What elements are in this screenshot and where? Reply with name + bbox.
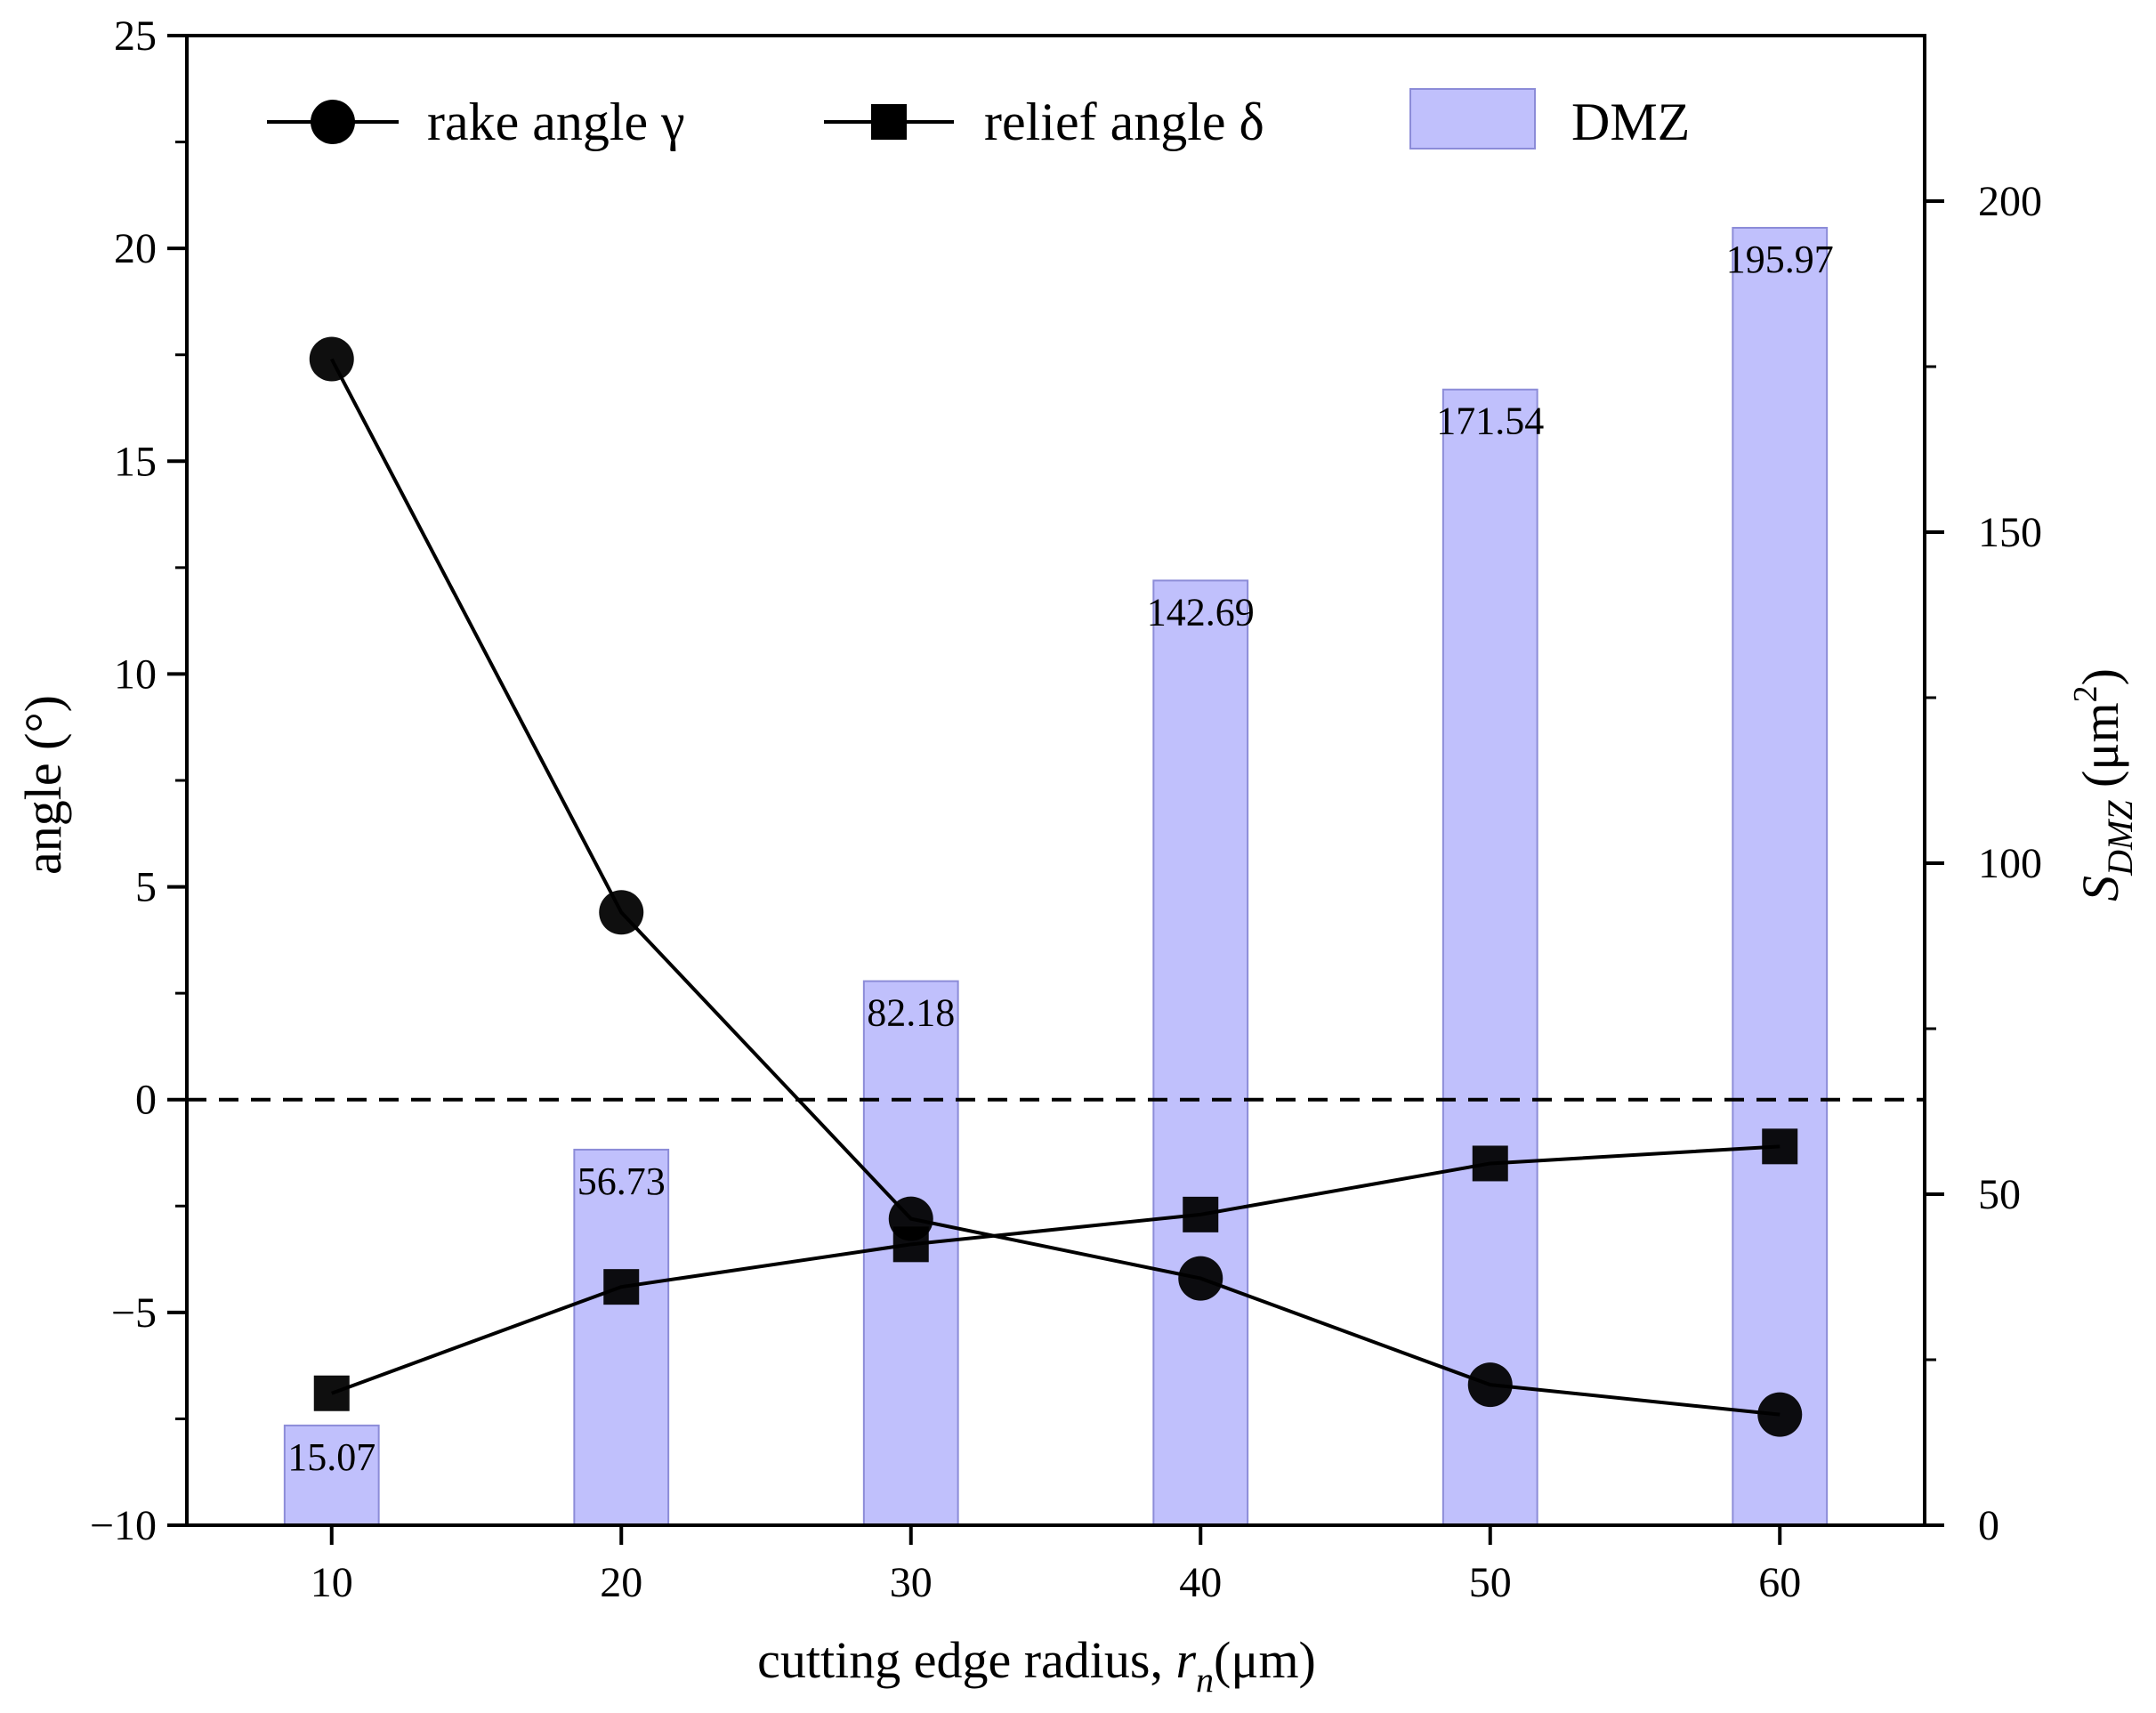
- dmz-bar-label: 195.97: [1726, 238, 1834, 281]
- legend-relief-marker: [871, 104, 907, 140]
- dmz-bar-label: 142.69: [1147, 590, 1255, 634]
- y-axis-right-title-sub: DMZ: [2100, 800, 2140, 877]
- legend-dmz-label: DMZ: [1571, 93, 1690, 151]
- rake-angle-point: [1757, 1392, 1803, 1437]
- y-left-tick-label: −5: [111, 1289, 157, 1337]
- dmz-bar: [1152, 579, 1249, 1527]
- rake-angle-point: [1467, 1362, 1513, 1408]
- axis-tick-labels: −10 −5 0 5 10 15 20 25 0 50 100 150 200 10 20 30 40 50 60: [90, 12, 2042, 1606]
- relief-angle-point: [1762, 1128, 1798, 1165]
- dmz-bars: [283, 226, 1829, 1527]
- dmz-bar: [283, 1424, 380, 1526]
- x-tick-label: 20: [600, 1559, 642, 1606]
- dmz-bar: [1732, 226, 1829, 1527]
- y-left-tick-label: 10: [114, 650, 157, 698]
- y-axis-right-title-close: ): [2071, 668, 2129, 685]
- relief-angle-point: [313, 1375, 350, 1411]
- x-axis-title-unit: (μm): [1214, 1631, 1316, 1689]
- x-tick-label: 40: [1179, 1559, 1222, 1606]
- rake-angle-point: [1178, 1256, 1223, 1301]
- x-axis-title-sub: n: [1196, 1660, 1214, 1700]
- dmz-bar-label: 15.07: [287, 1435, 375, 1479]
- plot-frame: [185, 34, 1926, 1527]
- x-axis-title-main: cutting edge radius,: [757, 1631, 1175, 1689]
- dmz-bar: [573, 1148, 670, 1527]
- series-lines: [329, 358, 1781, 1417]
- y-right-tick-label: 100: [1978, 840, 2042, 887]
- x-tick-label: 50: [1469, 1559, 1512, 1606]
- dmz-bar: [1441, 388, 1538, 1526]
- y-axis-right-title-sup: 2: [2067, 685, 2104, 702]
- y-right-tick-label: 0: [1978, 1502, 1999, 1549]
- relief-angle-line: [331, 1144, 1781, 1395]
- y-left-tick-label: 15: [114, 438, 157, 485]
- y-left-tick-label: 5: [135, 864, 157, 911]
- x-tick-label: 60: [1758, 1559, 1801, 1606]
- y-right-tick-label: 200: [1978, 178, 2042, 225]
- x-axis-title: cutting edge radius, rn(μm): [757, 1631, 1316, 1700]
- x-tick-label: 10: [311, 1559, 353, 1606]
- legend-relief-label: relief angle δ: [984, 93, 1264, 151]
- relief-angle-point: [603, 1269, 640, 1305]
- y-left-tick-label: 20: [114, 225, 157, 272]
- legend-rake-label: rake angle γ: [427, 93, 685, 151]
- y-axis-right-title-var: S: [2071, 876, 2129, 901]
- rake-angle-point: [309, 336, 354, 382]
- series-markers: [309, 336, 1803, 1437]
- y-left-tick-label: −10: [90, 1502, 157, 1549]
- dmz-bar-labels: 15.07 56.73 82.18 142.69 171.54 195.97: [287, 238, 1834, 1479]
- dmz-bar-label: 82.18: [867, 991, 955, 1035]
- y-axis-left-title: angle (°): [14, 695, 72, 875]
- legend-rake-marker: [311, 100, 355, 144]
- y-left-tick-label: 0: [135, 1077, 157, 1124]
- y-axis-right-title: SDMZ (μm2): [2067, 668, 2140, 901]
- x-tick-label: 30: [890, 1559, 933, 1606]
- y-right-tick-label: 150: [1978, 509, 2042, 556]
- relief-angle-point: [1472, 1145, 1508, 1182]
- dmz-bar-label: 56.73: [577, 1160, 666, 1203]
- rake-angle-line: [329, 358, 1781, 1417]
- legend-dmz-swatch: [1409, 88, 1536, 149]
- axis-ticks: [167, 34, 1944, 1545]
- x-axis-title-var: r: [1175, 1631, 1196, 1689]
- rake-angle-point: [599, 890, 644, 935]
- y-right-tick-label: 50: [1978, 1171, 2021, 1218]
- y-axis-right-title-unit: (μm: [2071, 702, 2129, 800]
- dmz-bar-label: 171.54: [1436, 400, 1544, 443]
- legend: rake angle γ relief angle δ DMZ: [267, 88, 1690, 151]
- relief-angle-point: [1183, 1196, 1219, 1232]
- relief-angle-point: [892, 1226, 929, 1263]
- y-left-tick-label: 25: [114, 12, 157, 60]
